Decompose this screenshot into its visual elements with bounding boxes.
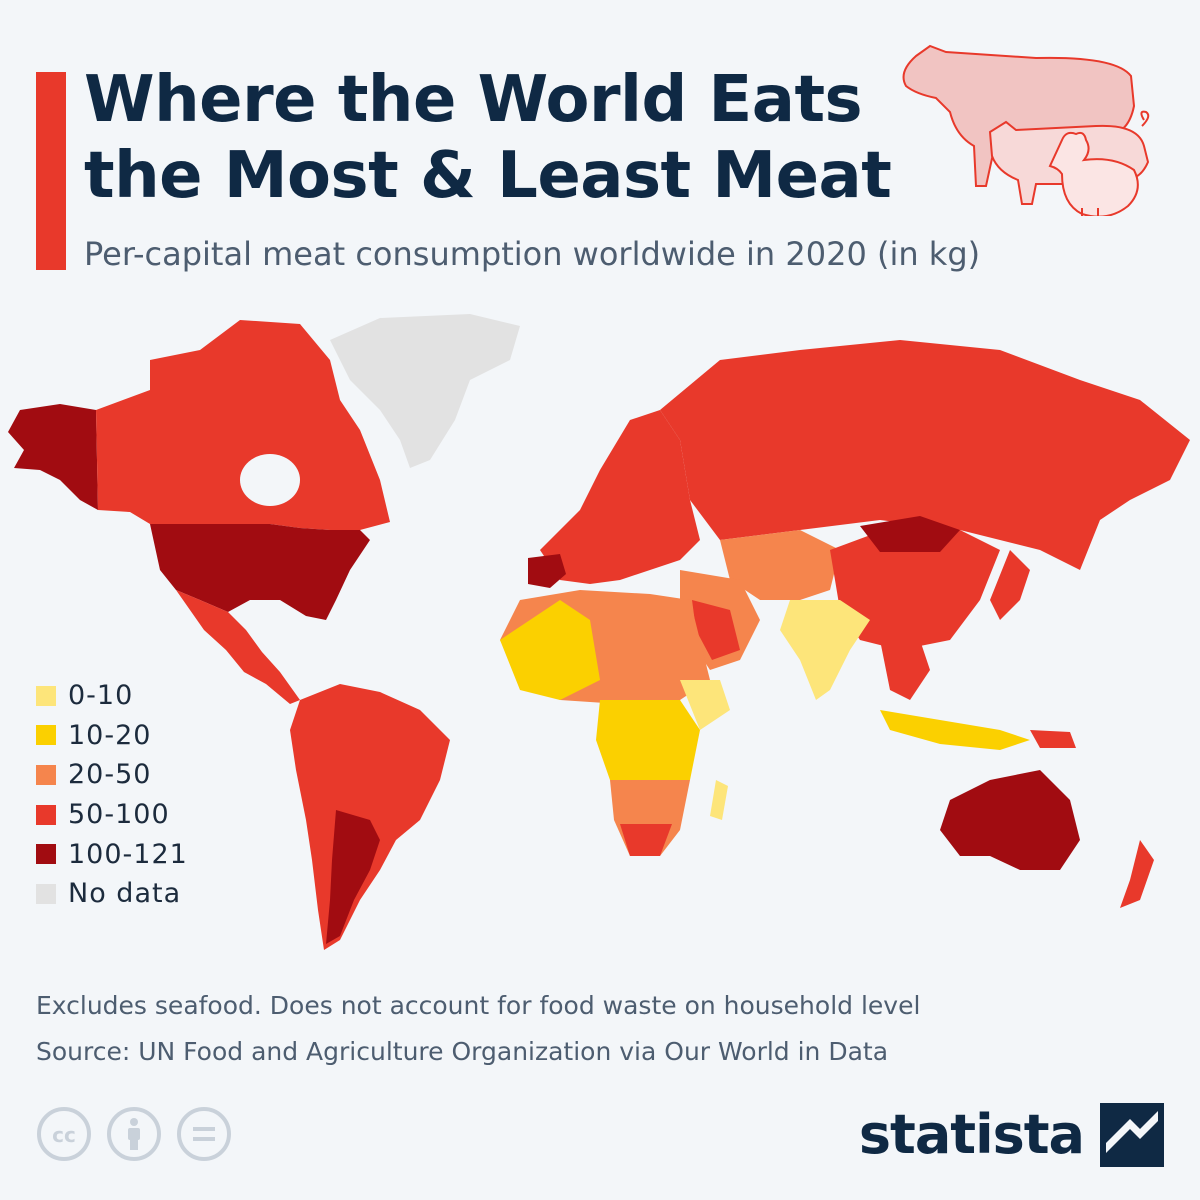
legend-swatch (36, 804, 56, 825)
region-india (780, 600, 870, 700)
region-hudson-bay (240, 454, 300, 506)
legend-swatch (36, 764, 56, 785)
brand-name: statista (858, 1103, 1085, 1166)
region-south-america (290, 684, 450, 950)
cc-icon[interactable]: cc (36, 1106, 92, 1162)
legend-label: 10-20 (68, 719, 152, 751)
statista-brand[interactable]: statista (859, 1100, 1164, 1170)
region-australia (940, 770, 1080, 870)
region-indonesia (880, 710, 1030, 750)
region-spain (528, 554, 566, 588)
legend-label: 0-10 (68, 680, 134, 712)
footnote: Excludes seafood. Does not account for f… (36, 991, 921, 1020)
legend-swatch (36, 883, 56, 904)
svg-text:cc: cc (52, 1123, 76, 1147)
farm-animals-illustration (902, 44, 1150, 216)
accent-bar (36, 72, 66, 270)
region-west-africa (500, 600, 600, 700)
region-central-africa (596, 700, 700, 790)
region-mexico-central-america (176, 590, 300, 704)
source-line: Source: UN Food and Agriculture Organiza… (36, 1037, 889, 1066)
legend-item: 20-50 (36, 755, 188, 795)
attribution-icon[interactable] (106, 1106, 162, 1162)
legend: 0-10 10-20 20-50 50-100 100-121 No data (36, 676, 188, 914)
world-map (8, 314, 1190, 950)
region-russia (660, 340, 1190, 570)
cow-icon (902, 44, 1136, 187)
license-icons: cc (36, 1106, 232, 1162)
chicken-icon (1048, 131, 1139, 216)
legend-swatch (36, 844, 56, 865)
region-argentina (326, 810, 380, 944)
region-canada (96, 320, 390, 530)
region-japan (990, 550, 1030, 620)
legend-item: 100-121 (36, 834, 188, 874)
region-new-zealand (1120, 840, 1154, 908)
region-central-asia (720, 530, 840, 600)
legend-swatch (36, 725, 56, 746)
region-papua (1030, 730, 1076, 748)
region-usa (150, 524, 370, 620)
page-subtitle: Per-capital meat consumption worldwide i… (84, 235, 981, 273)
region-southeast-asia (880, 640, 930, 700)
legend-item: 0-10 (36, 676, 188, 716)
region-south-africa (620, 824, 672, 856)
region-madagascar (710, 780, 728, 820)
statista-logo-icon (1100, 1103, 1164, 1167)
no-derivatives-icon[interactable] (176, 1106, 232, 1162)
region-china (830, 524, 1000, 650)
region-saudi-arabia (692, 600, 740, 660)
region-greenland (330, 314, 520, 468)
page-title: Where the World Eats the Most & Least Me… (84, 63, 892, 213)
legend-item: 10-20 (36, 716, 188, 756)
region-mongolia (860, 516, 960, 552)
region-east-africa (680, 680, 730, 730)
region-europe (540, 410, 700, 584)
legend-swatch (36, 685, 56, 706)
legend-item: 50-100 (36, 795, 188, 835)
region-alaska (8, 404, 98, 510)
legend-item: No data (36, 874, 188, 914)
legend-label: 50-100 (68, 799, 170, 831)
legend-label: 100-121 (68, 838, 188, 870)
legend-label: 20-50 (68, 759, 152, 791)
legend-label: No data (68, 878, 182, 910)
